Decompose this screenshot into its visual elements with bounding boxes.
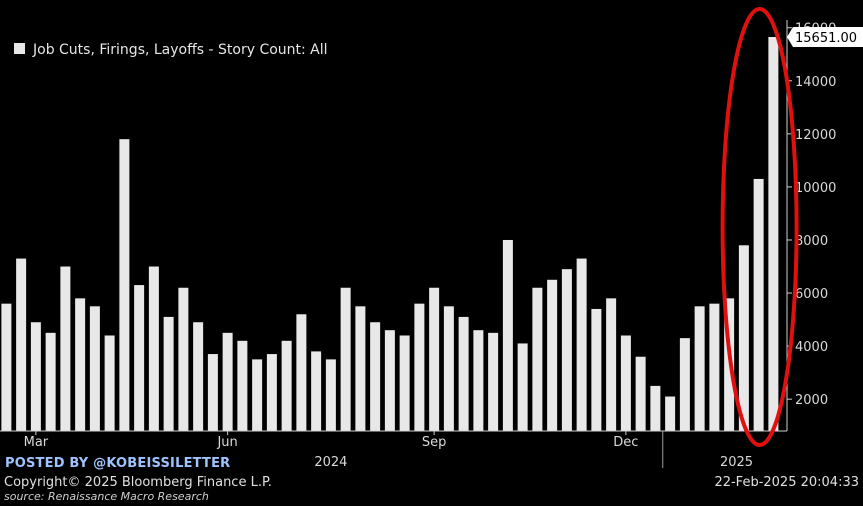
bar xyxy=(1,303,12,431)
y-tick-label: 8000 xyxy=(795,234,828,249)
y-tick-label: 2000 xyxy=(795,393,828,408)
bar xyxy=(620,335,631,431)
posted-by-text: POSTED BY @KOBEISSILETTER xyxy=(5,456,231,471)
x-month-label: Sep xyxy=(422,435,447,450)
bar xyxy=(768,37,779,431)
legend-label: Job Cuts, Firings, Layoffs - Story Count… xyxy=(32,42,328,58)
y-tick-label: 14000 xyxy=(795,75,836,90)
bar xyxy=(207,354,218,431)
bar xyxy=(502,239,513,431)
bar xyxy=(473,330,484,431)
bar xyxy=(532,287,543,431)
y-tick-label: 4000 xyxy=(795,340,828,355)
bar xyxy=(399,335,410,431)
bar xyxy=(443,306,454,431)
bar xyxy=(384,330,395,431)
bar xyxy=(296,314,307,431)
bar xyxy=(30,322,41,431)
legend-box xyxy=(4,35,376,65)
bar xyxy=(252,359,263,431)
bar xyxy=(311,351,322,431)
last-value-box xyxy=(787,27,863,48)
bar xyxy=(340,287,351,431)
last-value-label: 15651.00 xyxy=(795,31,857,46)
bar xyxy=(679,338,690,431)
bar xyxy=(266,354,277,431)
bar xyxy=(355,306,366,431)
bar xyxy=(193,322,204,431)
bar xyxy=(60,266,71,431)
highlight-ellipse xyxy=(720,7,799,447)
bar xyxy=(738,245,749,431)
x-year-label: 2025 xyxy=(720,455,753,470)
x-month-label: Dec xyxy=(613,435,638,450)
legend-swatch xyxy=(14,43,25,54)
bar xyxy=(547,279,558,431)
bar xyxy=(709,303,720,431)
bar xyxy=(325,359,336,431)
source-text: source: Renaissance Macro Research xyxy=(4,490,209,503)
bar xyxy=(576,258,587,431)
bar xyxy=(488,332,499,431)
bar xyxy=(635,356,646,431)
y-tick-label: 10000 xyxy=(795,181,836,196)
x-month-label: Mar xyxy=(24,435,49,450)
bar xyxy=(414,303,425,431)
bar xyxy=(237,340,248,431)
copyright-text: Copyright© 2025 Bloomberg Finance L.P. xyxy=(4,475,272,490)
bar xyxy=(222,332,233,431)
x-month-label: Jun xyxy=(216,435,237,450)
y-tick-label: 6000 xyxy=(795,287,828,302)
legend: Job Cuts, Firings, Layoffs - Story Count… xyxy=(4,35,376,65)
bar xyxy=(370,322,381,431)
bar xyxy=(16,258,27,431)
bar xyxy=(458,316,469,431)
bar xyxy=(178,287,189,431)
last-value-marker: 15651.00 xyxy=(787,27,863,48)
bar xyxy=(148,266,159,431)
bar xyxy=(665,396,676,431)
bar xyxy=(517,343,528,431)
x-axis: Mar Jun Sep Dec 2024 2025 xyxy=(0,430,787,470)
bar xyxy=(75,298,86,431)
bar xyxy=(45,332,56,431)
y-tick-label: 12000 xyxy=(795,128,836,143)
bar xyxy=(134,285,145,431)
bars-group xyxy=(1,37,779,432)
bar xyxy=(89,306,100,431)
bar xyxy=(650,385,661,431)
bar xyxy=(591,308,602,431)
bar xyxy=(104,335,115,431)
bar xyxy=(606,298,617,431)
bar xyxy=(753,178,764,431)
bar xyxy=(694,306,705,431)
x-year-label: 2024 xyxy=(314,455,347,470)
bar xyxy=(119,139,130,432)
bar xyxy=(561,269,572,431)
y-axis: 200040006000800010000120001400016000 xyxy=(786,20,836,431)
bar xyxy=(281,340,292,431)
timestamp-text: 22-Feb-2025 20:04:33 xyxy=(714,475,859,490)
bar xyxy=(429,287,440,431)
bar xyxy=(163,316,174,431)
